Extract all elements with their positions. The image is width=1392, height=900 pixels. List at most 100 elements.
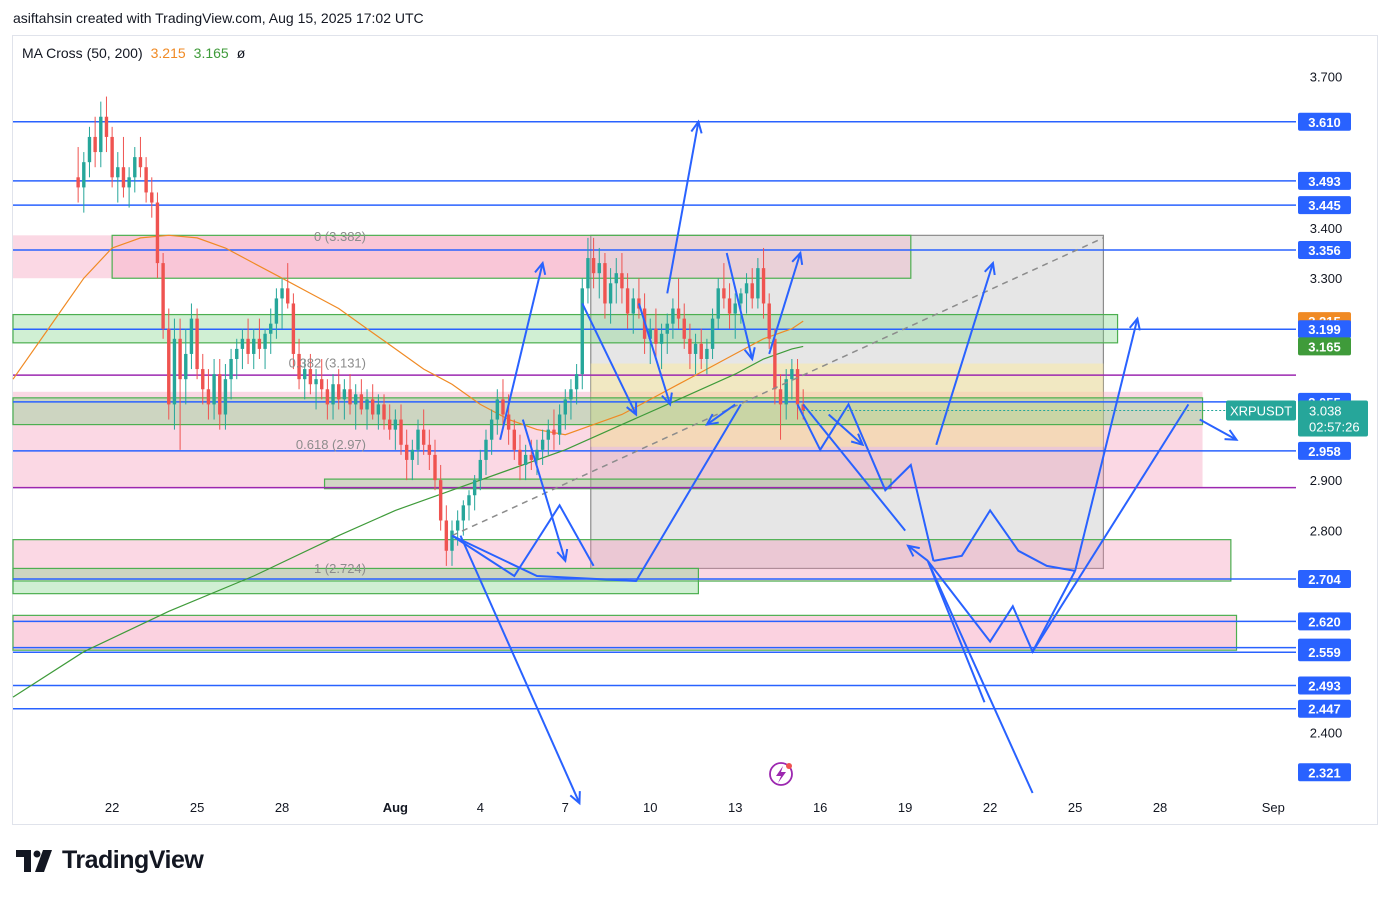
candle: [773, 328, 777, 405]
candle: [546, 419, 550, 455]
price-badge: 2.559: [1298, 643, 1351, 662]
date-tick-label: 10: [643, 800, 657, 815]
price-badge-bg: [1298, 612, 1351, 631]
price-badge-bg: [1298, 196, 1351, 215]
projection-arrow: [459, 535, 581, 806]
candle-body: [784, 379, 788, 405]
candle-body: [427, 444, 432, 455]
candle: [246, 318, 250, 365]
candle: [540, 429, 545, 465]
price-badge-bg: [1298, 320, 1351, 339]
lightning-dot: [786, 763, 792, 769]
candle-body: [269, 323, 273, 334]
candle-body: [104, 116, 109, 137]
candle-body: [404, 444, 409, 460]
indicator-name: MA Cross (50, 200): [22, 45, 143, 61]
candle: [625, 273, 630, 329]
price-badge-text: 3.165: [1308, 339, 1341, 354]
candle: [161, 253, 165, 339]
candle: [750, 268, 754, 309]
price-badge-text: 2.958: [1308, 444, 1341, 459]
candle: [138, 136, 143, 178]
last-price-text: 3.038: [1309, 403, 1342, 418]
indicator-legend[interactable]: MA Cross (50, 200) 3.215 3.165 ø: [22, 45, 245, 61]
price-badge: 3.445: [1298, 196, 1351, 215]
date-tick-label: 25: [190, 800, 204, 815]
price-badge-bg: [1298, 240, 1351, 259]
candle: [223, 364, 228, 430]
candle-body: [795, 369, 800, 405]
candle: [478, 449, 483, 491]
candle-body: [501, 399, 505, 415]
candle-body: [801, 404, 805, 411]
candle: [552, 409, 556, 450]
candle: [620, 253, 624, 304]
candle: [303, 358, 307, 400]
price-tick-label: 2.900: [1310, 473, 1343, 488]
candle: [631, 288, 635, 334]
fib-level-label: 0 (3.382): [314, 229, 366, 244]
zone-rect: [12, 567, 699, 595]
candle: [761, 247, 766, 319]
candle: [184, 328, 188, 405]
candle: [99, 101, 103, 168]
candle-body: [370, 399, 375, 415]
projection-path: [927, 560, 1076, 655]
candle: [291, 293, 296, 370]
candle-body: [614, 273, 618, 284]
candle-body: [756, 268, 760, 299]
moving-average-layer: [12, 234, 804, 698]
candle-body: [342, 389, 347, 400]
candle: [778, 374, 783, 440]
projection-arrow: [935, 260, 996, 446]
candle-body: [608, 283, 613, 304]
candle-body: [184, 353, 188, 380]
candle: [580, 278, 584, 390]
candle: [116, 152, 120, 203]
projection-arrow: [581, 303, 638, 417]
candle-body: [563, 399, 567, 415]
candle: [167, 308, 171, 420]
candle-body: [354, 394, 358, 405]
candle-body: [421, 429, 426, 445]
candle-body: [82, 162, 86, 188]
price-badge-bg: [1298, 441, 1351, 460]
arrow-head: [569, 791, 581, 806]
date-tick-label: 16: [813, 800, 827, 815]
axis-layer: 3.700 3.400 3.300 2.900 2.800 2.400 22 25 28 Aug 4…: [105, 69, 1342, 815]
candle: [82, 152, 86, 213]
candle-body: [540, 439, 545, 450]
candle: [370, 384, 375, 420]
candle: [665, 313, 669, 354]
price-badge-text: 2.559: [1308, 645, 1341, 660]
candle-body: [444, 520, 449, 551]
candle: [172, 318, 177, 430]
arrow-shaft: [935, 262, 994, 446]
price-badge-bg: [1298, 171, 1351, 190]
null-symbol: ø: [236, 45, 246, 61]
candle-body: [223, 379, 228, 415]
candle-body: [387, 419, 392, 430]
candle: [722, 263, 726, 309]
candle-body: [671, 308, 675, 324]
candle: [133, 147, 137, 193]
candle-body: [240, 338, 245, 349]
ma200-value: 3.165: [193, 45, 229, 61]
candle-body: [76, 177, 80, 188]
candle-body: [688, 338, 692, 354]
fib-level-label: 1 (2.724): [314, 561, 366, 576]
candle: [410, 439, 415, 481]
candle: [365, 389, 369, 430]
candle: [438, 464, 443, 531]
candle: [472, 475, 477, 511]
candle-body: [529, 454, 533, 460]
candle: [569, 379, 573, 420]
candle-body: [654, 328, 658, 344]
candle-body: [161, 263, 165, 329]
date-tick-label: 28: [275, 800, 289, 815]
candle-body: [489, 419, 494, 440]
arrow-head: [1128, 316, 1141, 331]
candle-body: [172, 338, 177, 405]
price-badge: 2.321: [1298, 763, 1351, 782]
